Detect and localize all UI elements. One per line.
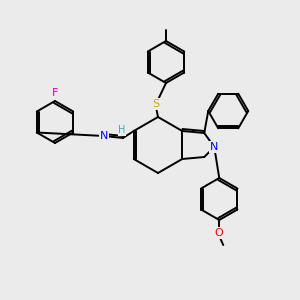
Text: S: S — [152, 99, 160, 109]
Text: O: O — [215, 228, 224, 238]
Text: N: N — [100, 131, 108, 141]
Text: H: H — [118, 125, 126, 135]
Text: N: N — [210, 142, 218, 152]
Text: F: F — [52, 88, 58, 98]
